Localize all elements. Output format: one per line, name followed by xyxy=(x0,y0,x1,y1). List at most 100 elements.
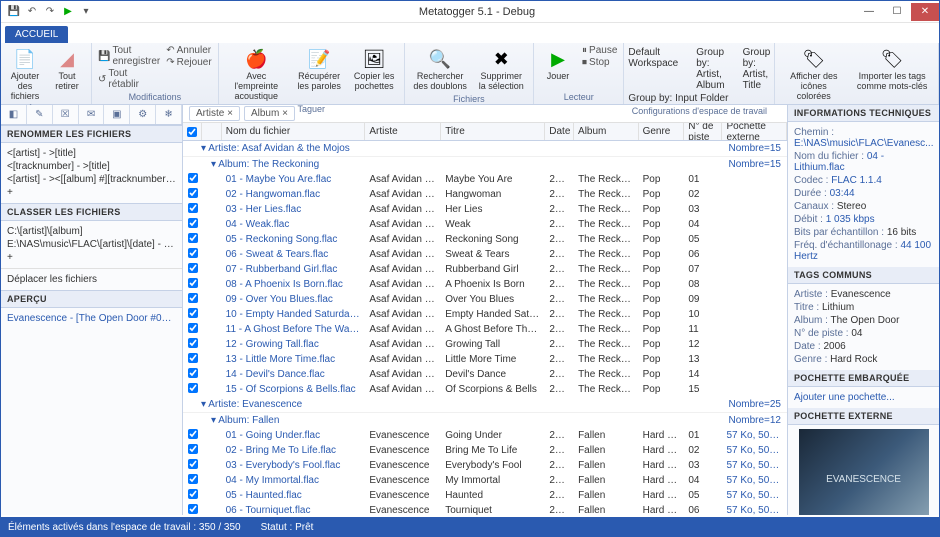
row-checkbox[interactable] xyxy=(188,293,198,303)
col-date[interactable]: Date xyxy=(545,123,574,140)
acoustic-button[interactable]: 🍎Avec l'empreinte acoustique xyxy=(225,45,288,104)
covers-button[interactable]: 🖼Copier les pochettes xyxy=(350,45,397,94)
pause-button[interactable]: ⏸ Pause xyxy=(582,45,617,56)
save-all-button[interactable]: 💾 Tout enregistrer xyxy=(98,45,160,67)
row-checkbox[interactable] xyxy=(188,233,198,243)
table-row[interactable]: 02 - Hangwoman.flacAsaf Avidan & the Moj… xyxy=(183,187,787,202)
rename-pattern[interactable]: <[artist] - ><[[album] #][tracknumber]] … xyxy=(7,173,176,186)
row-checkbox[interactable] xyxy=(188,188,198,198)
table-row[interactable]: 09 - Over You Blues.flacAsaf Avidan & th… xyxy=(183,292,787,307)
add-cover-link[interactable]: Ajouter une pochette... xyxy=(794,391,933,404)
row-checkbox[interactable] xyxy=(188,263,198,273)
restore-all-button[interactable]: ↺ Tout rétablir xyxy=(98,68,160,90)
ws-input-folder[interactable]: Group by: Input Folder xyxy=(628,93,728,104)
table-row[interactable]: 02 - Bring Me To Life.flacEvanescenceBri… xyxy=(183,443,787,458)
row-checkbox[interactable] xyxy=(188,474,198,484)
row-checkbox[interactable] xyxy=(188,338,198,348)
row-checkbox[interactable] xyxy=(188,218,198,228)
col-filename[interactable]: Nom du fichier xyxy=(222,123,366,140)
row-checkbox[interactable] xyxy=(188,353,198,363)
col-genre[interactable]: Genre xyxy=(639,123,685,140)
table-row[interactable]: 03 - Everybody's Fool.flacEvanescenceEve… xyxy=(183,458,787,473)
subgroup-row[interactable]: ▾ Album: The ReckoningNombre=15 xyxy=(183,157,787,172)
table-row[interactable]: 13 - Little More Time.flacAsaf Avidan & … xyxy=(183,352,787,367)
stop-button[interactable]: ⏹ Stop xyxy=(582,57,617,68)
table-row[interactable]: 01 - Going Under.flacEvanescenceGoing Un… xyxy=(183,428,787,443)
table-row[interactable]: 06 - Sweat & Tears.flacAsaf Avidan & the… xyxy=(183,247,787,262)
classify-pattern[interactable]: + xyxy=(7,251,176,264)
rename-pattern[interactable]: + xyxy=(7,186,176,199)
row-checkbox[interactable] xyxy=(188,444,198,454)
qat-undo-icon[interactable]: ↶ xyxy=(25,5,39,19)
table-row[interactable]: 07 - Rubberband Girl.flacAsaf Avidan & t… xyxy=(183,262,787,277)
table-row[interactable]: 05 - Reckoning Song.flacAsaf Avidan & th… xyxy=(183,232,787,247)
table-row[interactable]: 11 - A Ghost Before The Wall.flacAsaf Av… xyxy=(183,322,787,337)
tab-accueil[interactable]: ACCUEIL xyxy=(5,26,68,43)
row-checkbox[interactable] xyxy=(188,459,198,469)
maximize-button[interactable]: ☐ xyxy=(883,3,911,21)
replay-button[interactable]: ↷ Rejouer xyxy=(166,57,211,68)
import-keywords-button[interactable]: 🏷Importer les tags comme mots-clés xyxy=(852,45,932,94)
row-checkbox[interactable] xyxy=(188,308,198,318)
ws-artist-title[interactable]: Group by: Artist, Title xyxy=(743,47,771,91)
lp-tab-2[interactable]: ✎ xyxy=(27,105,53,124)
filter-artist[interactable]: Artiste × xyxy=(189,106,240,121)
table-row[interactable]: 15 - Of Scorpions & Bells.flacAsaf Avida… xyxy=(183,382,787,397)
qat-save-icon[interactable]: 💾 xyxy=(7,5,21,19)
lp-tab-6[interactable]: ⚙ xyxy=(130,105,156,124)
group-row[interactable]: ▾ Artiste: Asaf Avidan & the MojosNombre… xyxy=(183,141,787,157)
lp-tab-7[interactable]: ❄ xyxy=(156,105,182,124)
table-row[interactable]: 10 - Empty Handed Saturday Blues.flacAsa… xyxy=(183,307,787,322)
col-album[interactable]: Album xyxy=(574,123,639,140)
col-trackno[interactable]: N° de piste xyxy=(684,123,722,140)
table-row[interactable]: 03 - Her Lies.flacAsaf Avidan & the Mojo… xyxy=(183,202,787,217)
group-row[interactable]: ▾ Artiste: EvanescenceNombre=25 xyxy=(183,397,787,413)
qat-more-icon[interactable]: ▾ xyxy=(79,5,93,19)
add-files-button[interactable]: 📄Ajouter des fichiers xyxy=(7,45,43,104)
row-checkbox[interactable] xyxy=(188,429,198,439)
cover-image[interactable]: EVANESCENCE xyxy=(799,429,929,515)
rename-pattern[interactable]: <[artist] - >[title] xyxy=(7,147,176,160)
minimize-button[interactable]: — xyxy=(855,3,883,21)
classify-pattern[interactable]: E:\NAS\music\FLAC\[artist]\[date] - [alb… xyxy=(7,238,176,251)
table-row[interactable]: 14 - Devil's Dance.flacAsaf Avidan & the… xyxy=(183,367,787,382)
col-title[interactable]: Titre xyxy=(441,123,545,140)
select-all-checkbox[interactable] xyxy=(187,127,197,137)
table-row[interactable]: 04 - Weak.flacAsaf Avidan & the MojosWea… xyxy=(183,217,787,232)
lp-tab-1[interactable]: ◧ xyxy=(1,105,27,124)
remove-all-button[interactable]: ◢Tout retirer xyxy=(49,45,85,94)
col-artist[interactable]: Artiste xyxy=(365,123,441,140)
row-checkbox[interactable] xyxy=(188,203,198,213)
row-checkbox[interactable] xyxy=(188,368,198,378)
dupes-button[interactable]: 🔍Rechercher des doublons xyxy=(411,45,470,94)
play-button[interactable]: ▶Jouer xyxy=(540,45,576,84)
table-row[interactable]: 12 - Growing Tall.flacAsaf Avidan & the … xyxy=(183,337,787,352)
lp-tab-5[interactable]: ▣ xyxy=(104,105,130,124)
table-row[interactable]: 01 - Maybe You Are.flacAsaf Avidan & the… xyxy=(183,172,787,187)
col-extcover[interactable]: Pochette externe xyxy=(722,123,787,140)
ws-artist-album[interactable]: Group by: Artist, Album xyxy=(696,47,724,91)
color-icons-button[interactable]: 🏷Afficher des icônes colorées xyxy=(781,45,846,104)
delete-sel-button[interactable]: ✖Supprimer la sélection xyxy=(476,45,528,94)
lp-tab-3[interactable]: ☒ xyxy=(53,105,79,124)
classify-pattern[interactable]: C:\[artist]\[album] xyxy=(7,225,176,238)
row-checkbox[interactable] xyxy=(188,173,198,183)
table-row[interactable]: 05 - Haunted.flacEvanescenceHaunted2003F… xyxy=(183,488,787,503)
close-button[interactable]: ✕ xyxy=(911,3,939,21)
lyrics-button[interactable]: 📝Récupérer les paroles xyxy=(294,45,345,94)
table-row[interactable]: 08 - A Phoenix Is Born.flacAsaf Avidan &… xyxy=(183,277,787,292)
row-checkbox[interactable] xyxy=(188,323,198,333)
filter-album[interactable]: Album × xyxy=(244,106,295,121)
move-files-label[interactable]: Déplacer les fichiers xyxy=(7,273,176,286)
qat-play-icon[interactable]: ▶ xyxy=(61,5,75,19)
ws-default[interactable]: Default Workspace xyxy=(628,47,678,91)
row-checkbox[interactable] xyxy=(188,489,198,499)
lp-tab-4[interactable]: ✉ xyxy=(79,105,105,124)
table-row[interactable]: 06 - Tourniquet.flacEvanescenceTournique… xyxy=(183,503,787,515)
subgroup-row[interactable]: ▾ Album: FallenNombre=12 xyxy=(183,413,787,428)
qat-redo-icon[interactable]: ↷ xyxy=(43,5,57,19)
row-checkbox[interactable] xyxy=(188,278,198,288)
row-checkbox[interactable] xyxy=(188,504,198,514)
table-row[interactable]: 04 - My Immortal.flacEvanescenceMy Immor… xyxy=(183,473,787,488)
row-checkbox[interactable] xyxy=(188,383,198,393)
